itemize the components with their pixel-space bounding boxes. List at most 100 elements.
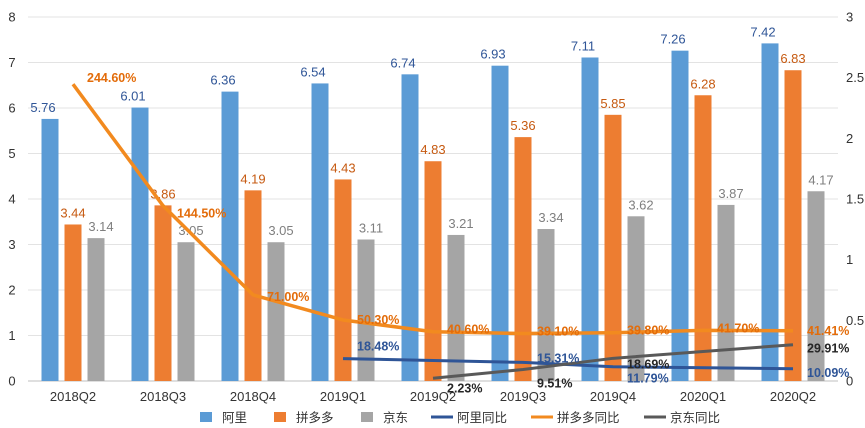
x-tick-label: 2018Q4 bbox=[230, 389, 276, 404]
bar-拼多多 bbox=[694, 95, 712, 381]
right-axis-ticks: 0 0.5 1 1.5 2 2.5 3 bbox=[846, 10, 864, 389]
line-value-label: 50.30% bbox=[357, 313, 399, 327]
legend-label: 京东同比 bbox=[670, 411, 720, 425]
bar-value-label: 6.54 bbox=[300, 64, 325, 79]
legend-label: 阿里同比 bbox=[457, 411, 507, 425]
line-value-label: 18.69% bbox=[627, 357, 669, 371]
left-tick-label: 2 bbox=[8, 283, 15, 298]
bar-拼多多 bbox=[244, 190, 262, 381]
bar-value-label: 6.74 bbox=[390, 55, 415, 70]
right-tick-label: 3 bbox=[846, 10, 853, 25]
bar-阿里 bbox=[491, 65, 509, 381]
line-京东同比 bbox=[432, 343, 794, 380]
right-tick-label: 1 bbox=[846, 252, 853, 267]
bar-value-label: 5.85 bbox=[600, 96, 625, 111]
left-tick-label: 3 bbox=[8, 237, 15, 252]
bar-拼多多 bbox=[604, 114, 622, 381]
bar-value-label: 6.28 bbox=[690, 76, 715, 91]
bar-阿里 bbox=[401, 74, 419, 381]
left-tick-label: 1 bbox=[8, 328, 15, 343]
right-tick-label: 2 bbox=[846, 131, 853, 146]
bar-京东 bbox=[717, 204, 735, 381]
left-tick-label: 4 bbox=[8, 192, 15, 207]
bar-阿里 bbox=[671, 50, 689, 382]
bar-value-label: 3.21 bbox=[448, 216, 473, 231]
right-tick-label: 2.5 bbox=[846, 70, 864, 85]
line-value-label: 9.51% bbox=[537, 376, 572, 390]
right-tick-label: 1.5 bbox=[846, 192, 864, 207]
x-tick-label: 2019Q2 bbox=[410, 389, 456, 404]
bar-value-label: 6.83 bbox=[780, 51, 805, 66]
bar-京东 bbox=[447, 234, 465, 381]
left-axis-ticks: 0 1 2 3 4 5 6 7 8 bbox=[8, 10, 15, 389]
bar-拼多多 bbox=[154, 205, 172, 381]
legend: 阿里 拼多多 京东 阿里同比 拼多多同比 京东同比 bbox=[200, 411, 720, 425]
x-tick-label: 2018Q2 bbox=[50, 389, 96, 404]
bar-value-label: 4.43 bbox=[330, 160, 355, 175]
line-value-label: 41.70% bbox=[717, 321, 759, 335]
trend-value-labels: 18.48% 15.31% 11.79% 10.09% 244.60% 144.50% 71… bbox=[87, 71, 849, 395]
line-value-label: 244.60% bbox=[87, 71, 136, 85]
legend-label: 京东 bbox=[383, 411, 408, 425]
bar-value-label: 3.14 bbox=[88, 219, 113, 234]
bar-value-label: 4.17 bbox=[808, 172, 833, 187]
x-tick-label: 2019Q4 bbox=[590, 389, 636, 404]
bar-阿里 bbox=[581, 57, 599, 382]
x-tick-label: 2020Q2 bbox=[770, 389, 816, 404]
line-value-label: 18.48% bbox=[357, 340, 399, 354]
bar-京东 bbox=[267, 242, 285, 381]
bar-阿里 bbox=[131, 107, 149, 382]
left-tick-label: 0 bbox=[8, 374, 15, 389]
legend-label: 拼多多同比 bbox=[557, 411, 620, 425]
x-tick-label: 2019Q3 bbox=[500, 389, 546, 404]
bar-value-label: 3.34 bbox=[538, 210, 563, 225]
bar-value-label: 6.36 bbox=[210, 73, 235, 88]
bar-value-label: 7.26 bbox=[660, 32, 685, 47]
bar-value-label: 4.19 bbox=[240, 171, 265, 186]
bar-京东 bbox=[807, 191, 825, 381]
bar-拼多多 bbox=[334, 179, 352, 381]
bar-阿里 bbox=[311, 83, 329, 382]
bar-拼多多 bbox=[424, 161, 442, 381]
bar-value-label: 7.11 bbox=[571, 38, 595, 53]
line-拼多多同比 bbox=[71, 83, 794, 336]
bar-拼多多 bbox=[514, 137, 532, 381]
line-value-label: 11.79% bbox=[627, 372, 669, 386]
bar-京东 bbox=[87, 238, 105, 381]
bar-value-label: 3.87 bbox=[718, 186, 743, 201]
bar-value-label: 3.05 bbox=[268, 223, 293, 238]
line-value-label: 40.60% bbox=[447, 323, 489, 337]
left-tick-label: 7 bbox=[8, 55, 15, 70]
bar-value-label: 3.62 bbox=[628, 197, 653, 212]
bar-京东 bbox=[627, 216, 645, 381]
bar-value-label: 3.44 bbox=[60, 205, 85, 220]
left-tick-label: 6 bbox=[8, 101, 15, 116]
bar-value-label: 6.93 bbox=[480, 47, 505, 62]
legend-label: 阿里 bbox=[222, 411, 247, 425]
bar-value-label: 4.83 bbox=[420, 142, 445, 157]
bar-value-label: 6.01 bbox=[120, 89, 145, 104]
line-value-label: 39.10% bbox=[537, 325, 579, 339]
line-value-label: 39.80% bbox=[627, 324, 669, 338]
bar-京东 bbox=[537, 229, 555, 381]
bar-value-label: 5.76 bbox=[30, 100, 55, 115]
trend-lines bbox=[71, 83, 794, 380]
legend-label: 拼多多 bbox=[296, 411, 334, 425]
legend-swatch bbox=[361, 412, 373, 422]
bar-拼多多 bbox=[784, 70, 802, 382]
line-value-label: 41.41% bbox=[807, 324, 849, 338]
line-value-label: 2.23% bbox=[447, 381, 482, 395]
left-tick-label: 8 bbox=[8, 10, 15, 25]
left-tick-label: 5 bbox=[8, 146, 15, 161]
bar-阿里 bbox=[761, 43, 779, 381]
bar-阿里 bbox=[221, 91, 239, 382]
x-tick-label: 2019Q1 bbox=[320, 389, 366, 404]
legend-swatch bbox=[274, 412, 286, 422]
bars bbox=[41, 43, 825, 382]
line-value-label: 15.31% bbox=[537, 351, 579, 365]
line-value-label: 29.91% bbox=[807, 342, 849, 356]
bar-value-label: 5.36 bbox=[510, 118, 535, 133]
line-value-label: 144.50% bbox=[177, 207, 226, 221]
line-value-label: 71.00% bbox=[267, 290, 309, 304]
